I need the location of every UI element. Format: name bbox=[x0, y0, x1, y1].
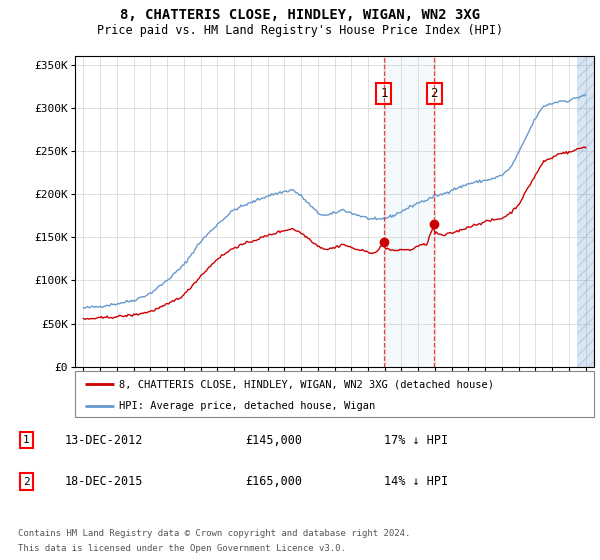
FancyBboxPatch shape bbox=[75, 371, 594, 417]
Text: This data is licensed under the Open Government Licence v3.0.: This data is licensed under the Open Gov… bbox=[18, 544, 346, 553]
Text: 2: 2 bbox=[431, 87, 438, 100]
Text: 8, CHATTERIS CLOSE, HINDLEY, WIGAN, WN2 3XG (detached house): 8, CHATTERIS CLOSE, HINDLEY, WIGAN, WN2 … bbox=[119, 379, 494, 389]
Text: £165,000: £165,000 bbox=[245, 475, 302, 488]
Text: Price paid vs. HM Land Registry's House Price Index (HPI): Price paid vs. HM Land Registry's House … bbox=[97, 24, 503, 36]
Text: £145,000: £145,000 bbox=[245, 433, 302, 447]
Text: 17% ↓ HPI: 17% ↓ HPI bbox=[385, 433, 449, 447]
Text: 13-DEC-2012: 13-DEC-2012 bbox=[64, 433, 143, 447]
Text: 2: 2 bbox=[23, 477, 30, 487]
Text: 18-DEC-2015: 18-DEC-2015 bbox=[64, 475, 143, 488]
Bar bbox=[384, 56, 434, 367]
Text: Contains HM Land Registry data © Crown copyright and database right 2024.: Contains HM Land Registry data © Crown c… bbox=[18, 529, 410, 538]
Text: 14% ↓ HPI: 14% ↓ HPI bbox=[385, 475, 449, 488]
Text: 1: 1 bbox=[380, 87, 388, 100]
Text: 1: 1 bbox=[23, 435, 30, 445]
Bar bbox=[577, 56, 600, 367]
Text: HPI: Average price, detached house, Wigan: HPI: Average price, detached house, Wiga… bbox=[119, 401, 376, 410]
Text: 8, CHATTERIS CLOSE, HINDLEY, WIGAN, WN2 3XG: 8, CHATTERIS CLOSE, HINDLEY, WIGAN, WN2 … bbox=[120, 8, 480, 22]
